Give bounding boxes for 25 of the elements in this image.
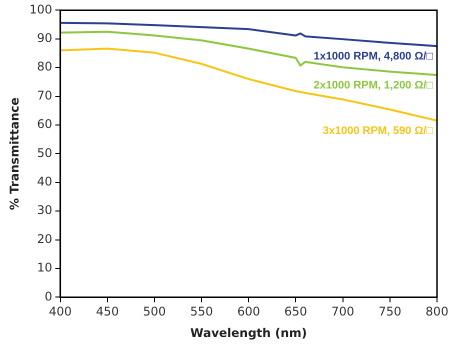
x-tick-label: 450 [96, 304, 119, 319]
y-tick-label: 30 [37, 203, 52, 218]
x-tick-label: 550 [190, 304, 214, 319]
y-tick-label: 100 [29, 2, 52, 16]
y-tick-label: 70 [37, 88, 52, 102]
x-tick-label: 700 [331, 304, 354, 319]
y-tick-label: 10 [37, 260, 52, 275]
x-tick-label: 750 [378, 304, 402, 319]
y-axis-title: % Transmittance [7, 97, 22, 210]
y-tick-label: 90 [37, 31, 52, 46]
y-tick-label: 60 [37, 117, 52, 132]
x-tick-label: 400 [48, 304, 72, 319]
x-tick-label: 800 [426, 304, 448, 319]
x-tick-label: 650 [284, 304, 308, 319]
series-label: 1x1000 RPM, 4,800 Ω/□ [314, 50, 434, 63]
x-tick-label: 600 [237, 304, 260, 319]
x-axis-title: Wavelength (nm) [190, 326, 308, 340]
series-label: 2x1000 RPM, 1,200 Ω/□ [314, 80, 434, 92]
y-tick-label: 40 [37, 174, 52, 189]
series-label: 3x1000 RPM, 590 Ω/□ [322, 125, 434, 138]
y-tick-label: 50 [37, 146, 52, 160]
y-tick-label: 20 [37, 232, 52, 246]
x-tick-label: 500 [143, 304, 166, 319]
y-tick-label: 80 [37, 60, 52, 74]
y-tick-label: 0 [44, 289, 52, 304]
